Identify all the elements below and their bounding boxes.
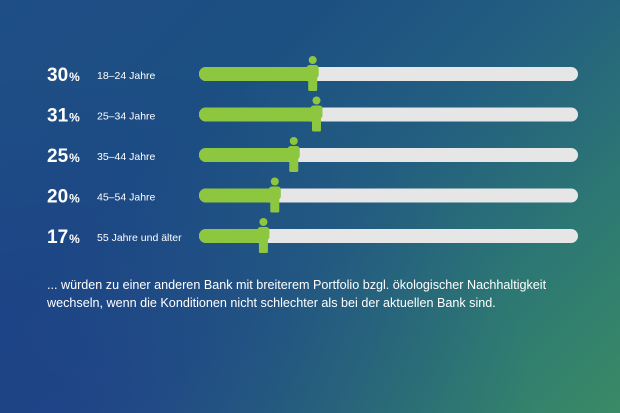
person-icon — [268, 177, 281, 213]
category-label: 55 Jahre und älter — [97, 232, 182, 244]
person-icon — [306, 56, 319, 91]
category-label: 18–24 Jahre — [97, 70, 156, 82]
category-label: 25–34 Jahre — [97, 111, 156, 123]
value-label: 25% — [47, 146, 80, 167]
bar-fill — [199, 67, 313, 81]
value-label: 20% — [47, 187, 80, 208]
value-label: 30% — [47, 65, 80, 86]
bar-fill — [199, 188, 275, 203]
bar-fill — [199, 107, 317, 122]
person-icon — [310, 96, 323, 132]
person-icon — [257, 218, 270, 253]
caption: ... würden zu einer anderen Bank mit bre… — [47, 278, 547, 310]
bar-track — [199, 188, 578, 203]
value-label: 31% — [47, 106, 80, 127]
bar-fill — [199, 148, 294, 162]
category-label: 45–54 Jahre — [97, 192, 156, 204]
category-label: 35–44 Jahre — [97, 151, 156, 163]
value-label: 17% — [47, 227, 80, 248]
bar-fill — [199, 229, 264, 243]
bar-track — [199, 229, 578, 243]
person-icon — [287, 137, 300, 172]
